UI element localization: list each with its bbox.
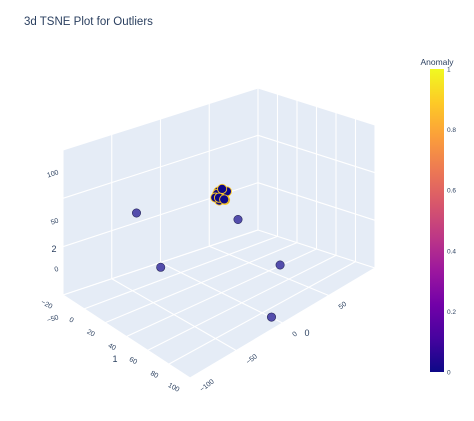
colorbar-title: Anomaly xyxy=(420,57,454,67)
y-tick-label: −20 xyxy=(40,299,54,311)
colorbar-tick-label: 0 xyxy=(447,370,451,377)
x-gridline-floor xyxy=(160,262,283,324)
z-gridline-right-wall xyxy=(257,134,376,174)
outlier-point[interactable] xyxy=(233,215,243,225)
z-gridline-right-wall xyxy=(257,87,376,126)
y-tick-label: 0 xyxy=(68,317,75,325)
x-axis-title: 0 xyxy=(304,328,309,338)
y-tick-label: 100 xyxy=(167,382,181,394)
y-tick-label: 80 xyxy=(149,370,159,380)
z-tick-label: 100 xyxy=(46,169,59,179)
chart-title: 3d TSNE Plot for Outliers xyxy=(24,16,153,28)
outlier-point[interactable] xyxy=(275,260,285,270)
x-tick-label: −100 xyxy=(199,378,216,393)
colorbar-tick-label: 0.4 xyxy=(447,248,456,255)
x-tick-label: 0 xyxy=(291,331,298,339)
z-gridline-left-wall xyxy=(62,134,259,199)
z-gridline-right-wall xyxy=(257,229,376,269)
colorbar-tick-label: 0.2 xyxy=(447,309,456,316)
y-tick-label: 20 xyxy=(86,329,96,339)
z-tick-label: 0 xyxy=(54,266,60,274)
outlier-point[interactable] xyxy=(132,208,142,218)
cluster-point[interactable] xyxy=(217,183,228,194)
outlier-point[interactable] xyxy=(156,262,166,272)
x-gridline-floor xyxy=(209,245,329,297)
x-gridline-floor xyxy=(62,294,191,379)
colorbar-tick-label: 0.8 xyxy=(447,127,456,134)
x-tick-label: −50 xyxy=(245,353,259,366)
x-gridline-floor xyxy=(111,278,237,351)
cluster-point[interactable] xyxy=(219,194,230,205)
z-tick-label: 50 xyxy=(50,218,60,227)
outlier-point[interactable] xyxy=(266,312,276,322)
x-tick-label: 50 xyxy=(338,301,349,311)
colorbar-tick-label: 1 xyxy=(447,67,451,74)
y-tick-label: 40 xyxy=(107,342,117,352)
z-gridline-left-wall xyxy=(62,229,259,296)
floor-plane xyxy=(63,230,375,378)
colorbar[interactable] xyxy=(430,69,444,372)
y-axis-title: 1 xyxy=(112,354,117,364)
y-tick-label: 60 xyxy=(128,356,138,366)
colorbar-tick-label: 0.6 xyxy=(447,188,456,195)
z-gridline-right-wall xyxy=(257,182,376,221)
z-tick-label: −50 xyxy=(46,314,60,324)
z-axis-title: 2 xyxy=(51,244,56,254)
z-gridline-left-wall xyxy=(62,87,259,151)
